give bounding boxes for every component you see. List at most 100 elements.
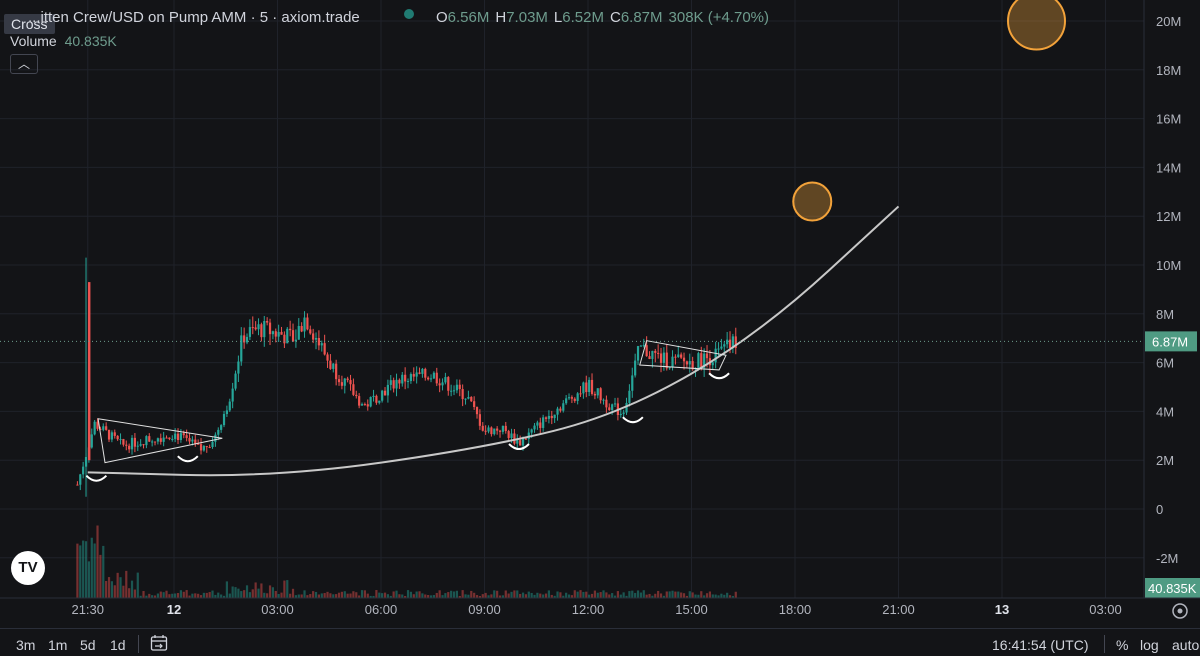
time-tick-label: 21:30 bbox=[71, 602, 104, 617]
volume-bar bbox=[208, 592, 211, 598]
candle-body bbox=[153, 441, 157, 443]
volume-bar bbox=[452, 591, 456, 598]
range-5d-button[interactable]: 5d bbox=[80, 637, 96, 653]
candle-body bbox=[280, 331, 283, 335]
volume-bar bbox=[424, 594, 427, 598]
candle-body bbox=[76, 484, 79, 486]
candle-body bbox=[96, 421, 99, 429]
range-1d-button[interactable]: 1d bbox=[110, 637, 126, 653]
ohlc-value-c: 6.87M bbox=[620, 9, 663, 26]
volume-bar bbox=[277, 593, 280, 598]
volume-bar bbox=[682, 593, 686, 598]
candle-body bbox=[260, 324, 263, 338]
volume-bar bbox=[622, 592, 625, 598]
candle-body bbox=[214, 434, 217, 442]
candle-body bbox=[728, 339, 732, 349]
candle-body bbox=[142, 444, 145, 446]
candle-body bbox=[562, 403, 565, 411]
range-3m-button[interactable]: 3m bbox=[16, 637, 36, 653]
candle-body bbox=[79, 474, 82, 485]
volume-bar bbox=[556, 591, 559, 598]
time-tick-label: 09:00 bbox=[468, 602, 501, 617]
candle-body bbox=[570, 397, 573, 399]
gear-inner bbox=[1177, 608, 1183, 614]
time-tick-label: 18:00 bbox=[779, 602, 812, 617]
percent-scale-toggle[interactable]: % bbox=[1116, 637, 1129, 653]
volume-bar bbox=[194, 593, 197, 598]
volume-bar bbox=[392, 591, 395, 598]
candle-body bbox=[130, 437, 134, 450]
price-tick-label: 4M bbox=[1156, 404, 1174, 419]
calendar-goto-icon[interactable] bbox=[150, 634, 168, 655]
volume-bar bbox=[162, 592, 165, 598]
volume-bar bbox=[562, 595, 565, 598]
candle-body bbox=[194, 439, 197, 444]
volume-bar bbox=[582, 591, 585, 598]
volume-bar bbox=[711, 594, 714, 598]
volume-bar bbox=[326, 591, 329, 598]
candle-body bbox=[602, 399, 605, 401]
volume-bar bbox=[254, 582, 257, 598]
volume-bar bbox=[84, 541, 88, 598]
volume-bar bbox=[602, 590, 605, 598]
candle-body bbox=[700, 353, 703, 368]
volume-bar bbox=[268, 585, 272, 598]
volume-bar bbox=[605, 592, 608, 598]
volume-bar bbox=[415, 591, 418, 598]
candle-body bbox=[504, 425, 507, 432]
volume-label: Volume bbox=[10, 33, 57, 49]
volume-bar bbox=[309, 594, 312, 598]
auto-scale-toggle[interactable]: auto bbox=[1172, 637, 1200, 653]
candle-body bbox=[665, 352, 668, 369]
volume-bar bbox=[567, 594, 571, 598]
candle-body bbox=[475, 407, 479, 415]
range-1m-button[interactable]: 1m bbox=[48, 637, 68, 653]
crosshair-mode-badge[interactable]: Cross bbox=[4, 14, 55, 34]
candle-body bbox=[608, 407, 611, 411]
candle-body bbox=[332, 363, 335, 369]
volume-bar bbox=[467, 594, 470, 598]
candle-body bbox=[464, 398, 467, 400]
price-axis[interactable]: 20M 18M 16M 14M 12M 10M 8M 6M 4M 2M 0 -2M 6.87M 40.83… bbox=[0, 0, 1200, 598]
candle-body bbox=[289, 328, 292, 331]
candle-body bbox=[306, 317, 309, 330]
volume-bar bbox=[372, 595, 375, 598]
volume-bar bbox=[432, 595, 435, 598]
consolidation-triangle bbox=[639, 340, 727, 371]
candle-body bbox=[657, 352, 660, 354]
ohlc-key-l: L bbox=[553, 9, 563, 26]
candle-body bbox=[274, 331, 277, 337]
price-tick-label: 12M bbox=[1156, 209, 1181, 224]
candle-body bbox=[519, 440, 522, 446]
collapse-legend-button[interactable]: ︿ bbox=[10, 54, 38, 74]
candle-body bbox=[651, 350, 654, 359]
volume-bar bbox=[585, 591, 588, 598]
volume-bar bbox=[409, 591, 412, 598]
candle-body bbox=[662, 352, 665, 363]
candle-body bbox=[102, 426, 105, 430]
candle-body bbox=[533, 425, 536, 430]
candle-body bbox=[435, 372, 438, 384]
symbol-title[interactable]: ...itten Crew/USD on Pump AMM · 5 · axio… bbox=[28, 9, 360, 26]
volume-bar bbox=[599, 592, 602, 598]
volume-bar bbox=[659, 593, 663, 598]
volume-bar bbox=[99, 554, 102, 598]
time-axis[interactable]: 21:30 12 03:00 06:00 09:00 12:00 15:00 18:00 21:… bbox=[0, 597, 1200, 619]
handdrawn-mark bbox=[508, 443, 530, 450]
candle-body bbox=[671, 356, 674, 368]
volume-bar bbox=[576, 591, 579, 598]
time-tick-label: 03:00 bbox=[1089, 602, 1122, 617]
candle-body bbox=[642, 345, 645, 347]
volume-bar bbox=[182, 591, 185, 598]
candle-body bbox=[378, 400, 381, 403]
volume-bar bbox=[153, 595, 157, 598]
volume-bar bbox=[547, 590, 550, 598]
volume-bar bbox=[441, 595, 444, 598]
candle-body bbox=[254, 327, 257, 330]
current-price-label: 6.87M bbox=[1152, 334, 1188, 349]
log-scale-toggle[interactable]: log bbox=[1140, 637, 1159, 653]
utc-clock[interactable]: 16:41:54 (UTC) bbox=[992, 637, 1089, 653]
tradingview-logo[interactable]: TV bbox=[11, 551, 45, 585]
volume-bar bbox=[306, 595, 309, 598]
